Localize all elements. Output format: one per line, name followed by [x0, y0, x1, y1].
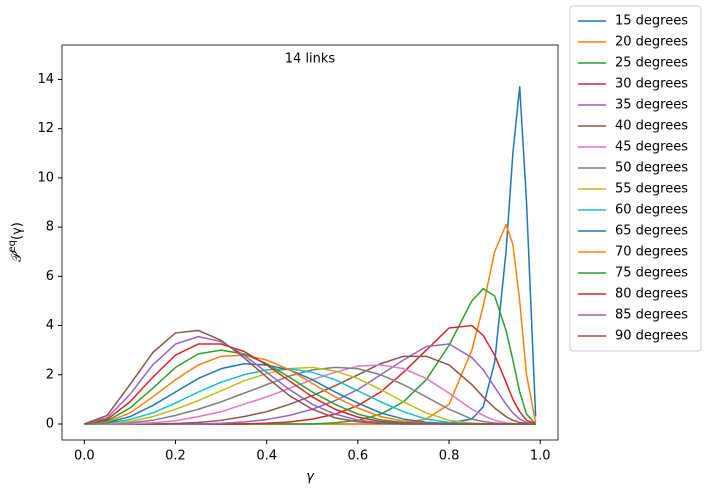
- y-tick-label: 12: [37, 121, 54, 136]
- x-tick-label: 1.0: [530, 449, 551, 464]
- y-tick-label: 4: [46, 318, 54, 333]
- x-tick-label: 0.8: [439, 449, 460, 464]
- y-tick-label: 8: [46, 220, 54, 235]
- legend-label: 70 degrees: [615, 245, 688, 260]
- x-tick-label: 0.2: [165, 449, 186, 464]
- y-tick-label: 14: [37, 72, 54, 87]
- legend-label: 85 degrees: [615, 308, 688, 323]
- legend-box: [569, 5, 702, 352]
- y-axis-label: 𝒫eq(γ): [7, 222, 25, 262]
- line: [84, 223, 537, 425]
- legend-label: 20 degrees: [615, 35, 688, 50]
- line: [84, 364, 536, 425]
- y-label-sup: eq: [7, 240, 18, 253]
- legend-label: 40 degrees: [615, 119, 688, 134]
- y-tick-label: 2: [46, 367, 54, 382]
- x-tick-label: 0.4: [256, 449, 277, 464]
- plot-frame: [61, 44, 559, 441]
- legend-label: 80 degrees: [615, 287, 688, 302]
- legend-label: 60 degrees: [615, 203, 688, 218]
- legend-label: 35 degrees: [615, 98, 688, 113]
- legend-label: 55 degrees: [615, 182, 688, 197]
- legend-label: 30 degrees: [615, 77, 688, 92]
- y-tick-label: 10: [37, 170, 54, 185]
- line: [84, 86, 537, 425]
- legend-label: 45 degrees: [615, 140, 688, 155]
- legend-label: 65 degrees: [615, 224, 688, 239]
- y-label-base: 𝒫: [10, 251, 25, 262]
- line: [84, 362, 536, 425]
- y-label-tail: (γ): [10, 222, 25, 240]
- legend-label: 15 degrees: [615, 14, 688, 29]
- legend-label: 75 degrees: [615, 266, 688, 281]
- x-tick-label: 0.6: [348, 449, 369, 464]
- chart-title: 14 links: [285, 52, 336, 67]
- line: [84, 343, 536, 425]
- line: [84, 355, 536, 425]
- y-tick-label: 0: [46, 417, 54, 432]
- legend-label: 25 degrees: [615, 56, 688, 71]
- x-axis-label: γ: [306, 470, 315, 485]
- line: [84, 329, 536, 425]
- legend-label: 90 degrees: [615, 329, 688, 344]
- legend-label: 50 degrees: [615, 161, 688, 176]
- y-tick-label: 6: [46, 269, 54, 284]
- x-tick-label: 0.0: [74, 449, 95, 464]
